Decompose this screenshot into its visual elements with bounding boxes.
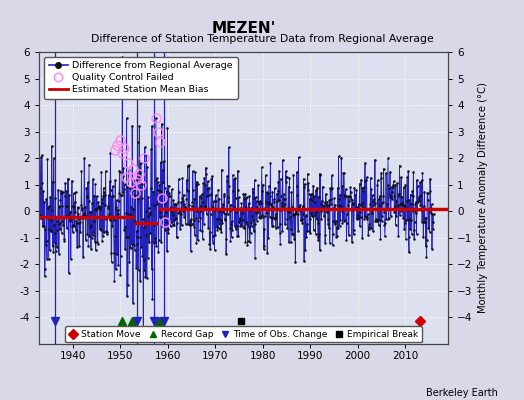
Legend: Station Move, Record Gap, Time of Obs. Change, Empirical Break: Station Move, Record Gap, Time of Obs. C… [65,326,422,342]
Y-axis label: Monthly Temperature Anomaly Difference (°C): Monthly Temperature Anomaly Difference (… [478,82,488,314]
Text: Berkeley Earth: Berkeley Earth [426,388,498,398]
Title: MEZEN': MEZEN' [212,20,276,36]
Text: Difference of Station Temperature Data from Regional Average: Difference of Station Temperature Data f… [91,34,433,44]
